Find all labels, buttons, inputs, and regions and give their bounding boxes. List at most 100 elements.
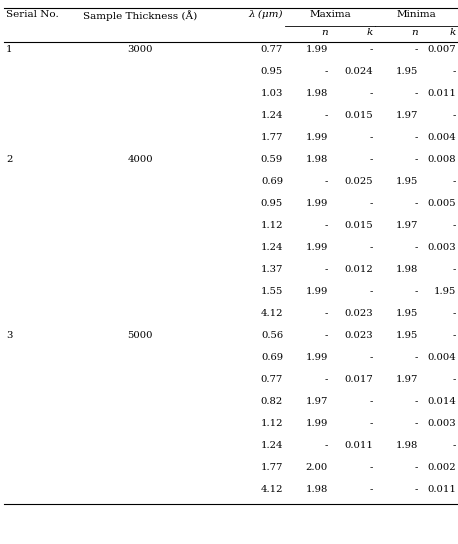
Text: -: - — [370, 243, 373, 252]
Text: -: - — [370, 419, 373, 428]
Text: 1.99: 1.99 — [305, 243, 328, 252]
Text: 0.008: 0.008 — [427, 155, 456, 164]
Text: 1.98: 1.98 — [305, 485, 328, 494]
Text: 1.77: 1.77 — [261, 133, 283, 142]
Text: 1.24: 1.24 — [261, 441, 283, 450]
Text: 1.98: 1.98 — [305, 155, 328, 164]
Text: 1.97: 1.97 — [396, 111, 418, 120]
Text: -: - — [325, 67, 328, 76]
Text: 1.99: 1.99 — [305, 133, 328, 142]
Text: -: - — [370, 397, 373, 406]
Text: Serial No.: Serial No. — [6, 10, 59, 19]
Text: 1.99: 1.99 — [305, 353, 328, 362]
Text: -: - — [370, 133, 373, 142]
Text: k: k — [450, 28, 456, 37]
Text: 0.003: 0.003 — [427, 243, 456, 252]
Text: 1.24: 1.24 — [261, 243, 283, 252]
Text: 1.12: 1.12 — [261, 221, 283, 230]
Text: 4.12: 4.12 — [261, 485, 283, 494]
Text: 1.99: 1.99 — [305, 287, 328, 296]
Text: 0.025: 0.025 — [344, 177, 373, 186]
Text: 0.69: 0.69 — [261, 177, 283, 186]
Text: 0.015: 0.015 — [344, 111, 373, 120]
Text: -: - — [325, 111, 328, 120]
Text: -: - — [414, 397, 418, 406]
Text: 0.95: 0.95 — [261, 199, 283, 208]
Text: 0.024: 0.024 — [344, 67, 373, 76]
Text: 5000: 5000 — [127, 331, 153, 340]
Text: -: - — [453, 375, 456, 384]
Text: 3000: 3000 — [127, 45, 153, 54]
Text: 1.95: 1.95 — [396, 67, 418, 76]
Text: n: n — [322, 28, 328, 37]
Text: -: - — [370, 353, 373, 362]
Text: 1.99: 1.99 — [305, 419, 328, 428]
Text: 0.77: 0.77 — [261, 45, 283, 54]
Text: -: - — [414, 45, 418, 54]
Text: -: - — [453, 265, 456, 274]
Text: 3: 3 — [6, 331, 12, 340]
Text: -: - — [453, 221, 456, 230]
Text: -: - — [325, 309, 328, 318]
Text: -: - — [453, 67, 456, 76]
Text: -: - — [414, 463, 418, 472]
Text: 0.002: 0.002 — [427, 463, 456, 472]
Text: 4.12: 4.12 — [261, 309, 283, 318]
Text: -: - — [414, 133, 418, 142]
Text: 2: 2 — [6, 155, 12, 164]
Text: -: - — [370, 287, 373, 296]
Text: 1.97: 1.97 — [305, 397, 328, 406]
Text: -: - — [325, 177, 328, 186]
Text: -: - — [414, 287, 418, 296]
Text: -: - — [453, 111, 456, 120]
Text: 1.95: 1.95 — [434, 287, 456, 296]
Text: 1.95: 1.95 — [396, 309, 418, 318]
Text: 0.003: 0.003 — [427, 419, 456, 428]
Text: 0.011: 0.011 — [344, 441, 373, 450]
Text: -: - — [453, 331, 456, 340]
Text: -: - — [414, 485, 418, 494]
Text: 0.004: 0.004 — [427, 133, 456, 142]
Text: -: - — [453, 441, 456, 450]
Text: -: - — [370, 199, 373, 208]
Text: 1.95: 1.95 — [396, 177, 418, 186]
Text: Minima: Minima — [397, 10, 436, 19]
Text: -: - — [370, 155, 373, 164]
Text: 0.012: 0.012 — [344, 265, 373, 274]
Text: 1.98: 1.98 — [396, 441, 418, 450]
Text: 1.97: 1.97 — [396, 375, 418, 384]
Text: 2.00: 2.00 — [306, 463, 328, 472]
Text: -: - — [414, 89, 418, 98]
Text: 1.98: 1.98 — [396, 265, 418, 274]
Text: 0.023: 0.023 — [344, 309, 373, 318]
Text: k: k — [367, 28, 373, 37]
Text: 0.59: 0.59 — [261, 155, 283, 164]
Text: 0.005: 0.005 — [427, 199, 456, 208]
Text: Maxima: Maxima — [309, 10, 351, 19]
Text: -: - — [325, 221, 328, 230]
Text: -: - — [414, 199, 418, 208]
Text: 1.97: 1.97 — [396, 221, 418, 230]
Text: 1.98: 1.98 — [305, 89, 328, 98]
Text: 0.011: 0.011 — [427, 485, 456, 494]
Text: 0.011: 0.011 — [427, 89, 456, 98]
Text: 0.95: 0.95 — [261, 67, 283, 76]
Text: -: - — [325, 265, 328, 274]
Text: Sample Thickness (Å): Sample Thickness (Å) — [83, 10, 197, 21]
Text: -: - — [453, 177, 456, 186]
Text: 0.014: 0.014 — [427, 397, 456, 406]
Text: -: - — [325, 441, 328, 450]
Text: 1.03: 1.03 — [261, 89, 283, 98]
Text: 0.69: 0.69 — [261, 353, 283, 362]
Text: 1.12: 1.12 — [261, 419, 283, 428]
Text: 0.007: 0.007 — [427, 45, 456, 54]
Text: -: - — [414, 243, 418, 252]
Text: 1.95: 1.95 — [396, 331, 418, 340]
Text: -: - — [370, 45, 373, 54]
Text: -: - — [453, 309, 456, 318]
Text: 1.77: 1.77 — [261, 463, 283, 472]
Text: 0.82: 0.82 — [261, 397, 283, 406]
Text: -: - — [414, 419, 418, 428]
Text: 1.24: 1.24 — [261, 111, 283, 120]
Text: 1.99: 1.99 — [305, 45, 328, 54]
